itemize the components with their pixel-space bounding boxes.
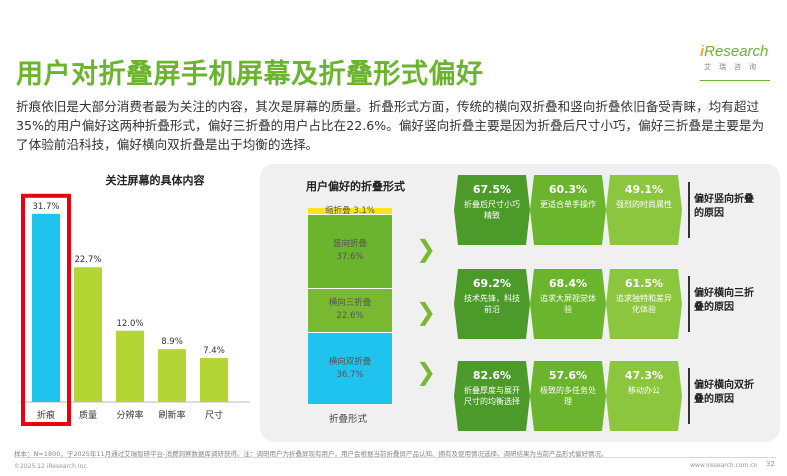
- reason-row-background: [454, 361, 682, 431]
- bar-category-label: 分辨率: [116, 409, 143, 421]
- bar-value-label: 22.7%: [74, 255, 101, 265]
- bar-value-label: 8.9%: [161, 337, 183, 347]
- logo-divider: [700, 80, 770, 81]
- reason-percent: 60.3%: [548, 183, 588, 196]
- page-title: 用户对折叠屏手机屏幕及折叠形式偏好: [16, 59, 484, 90]
- bar-value-label: 31.7%: [32, 202, 59, 212]
- stack-segment-label: 缩折叠 3.1%: [325, 205, 375, 216]
- reason-percent: 47.3%: [624, 369, 664, 382]
- stack-segment-label: 横向双折叠 36.7%: [328, 356, 372, 380]
- reason-text: 移动办公: [628, 386, 660, 395]
- reason-row-background: [454, 175, 682, 245]
- stack-chart-title: 用户偏好的折叠形式: [306, 180, 405, 193]
- stack-segment-label: 竖向折叠 37.6%: [332, 239, 367, 263]
- copyright: ©2025.12 iResearch Inc.: [14, 463, 89, 470]
- chevron-right-icon: ❯: [416, 358, 437, 386]
- reason-card: 57.6% 极致的多任务处理: [538, 369, 598, 407]
- reason-card-shape: [606, 361, 682, 431]
- reason-row-label: 偏好横向双折叠的原因: [694, 380, 754, 405]
- bar-折痕: [32, 213, 60, 402]
- reason-divider: [688, 276, 690, 332]
- reason-text: 追求独特和差异化体验: [616, 294, 672, 314]
- bar-刷新率: [158, 349, 186, 402]
- reason-text: 折叠后尺寸小巧精致: [464, 200, 520, 220]
- bar-chart: 31.7% 折痕 22.7% 质量 12.0% 分辨率 8.9% 刷新率 7.4% 尺寸: [20, 193, 250, 426]
- intro-paragraph: 折痕依旧是大部分消费者最为关注的内容，其次是屏幕的质量。折叠形式方面，传统的横向…: [16, 99, 765, 152]
- chevron-right-icon: ❯: [416, 235, 437, 263]
- reason-row: 69.2% 技术先锋，科技前沿 68.4% 追求大屏视觉体验 61.5% 追求独特和差异化…: [452, 269, 682, 339]
- logo-i: i: [700, 43, 705, 60]
- chevron-right-icon: ❯: [416, 298, 437, 326]
- reason-text: 更适合单手操作: [540, 200, 596, 209]
- page-number: 32: [766, 460, 775, 468]
- website-link[interactable]: www.iresearch.com.cn: [690, 462, 758, 469]
- reason-divider: [688, 368, 690, 424]
- reason-card-shape: [530, 269, 606, 339]
- stack-segment: 缩折叠 3.1%: [308, 206, 392, 216]
- reason-card: 67.5% 折叠后尺寸小巧精致: [462, 183, 522, 221]
- reason-card-shape: [530, 175, 606, 245]
- reason-percent: 57.6%: [548, 369, 588, 382]
- bar-value-label: 7.4%: [203, 346, 225, 356]
- reason-text: 追求大屏视觉体验: [540, 294, 596, 314]
- bar-category-label: 质量: [79, 409, 97, 421]
- reason-percent: 69.2%: [472, 277, 512, 290]
- reason-text: 强烈的时尚属性: [616, 200, 672, 209]
- reason-text: 折叠厚度与展开尺寸的均衡选择: [464, 386, 520, 406]
- reason-card: 82.6% 折叠厚度与展开尺寸的均衡选择: [462, 369, 522, 407]
- stack-segment: 横向双折叠 36.7%: [308, 332, 392, 404]
- reason-card: 61.5% 追求独特和差异化体验: [614, 277, 674, 315]
- reason-text: 极致的多任务处理: [540, 386, 596, 406]
- reason-text: 技术先锋，科技前沿: [464, 294, 520, 314]
- reason-card-shape: [454, 175, 530, 245]
- footnote: 样本：N=1800，于2025年11月通过艾瑞智研平台-消费洞察数据库调研获得。…: [14, 450, 608, 458]
- reason-card: 60.3% 更适合单手操作: [538, 183, 598, 210]
- reason-card: 68.4% 追求大屏视觉体验: [538, 277, 598, 315]
- reason-percent: 68.4%: [548, 277, 588, 290]
- iresearch-logo: iResearch 艾瑞咨询: [700, 44, 772, 72]
- logo-text: Research: [704, 43, 769, 60]
- reason-card: 47.3% 移动办公: [614, 369, 674, 396]
- bar-分辨率: [116, 330, 144, 402]
- bar-value-label: 12.0%: [116, 319, 143, 329]
- bar-质量: [74, 267, 102, 402]
- reason-row-label: 偏好竖向折叠的原因: [694, 194, 754, 219]
- reason-card: 69.2% 技术先锋，科技前沿: [462, 277, 522, 315]
- bar-chart-title: 关注屏幕的具体内容: [105, 174, 205, 187]
- reason-percent: 82.6%: [472, 369, 512, 382]
- highlight-box: [21, 193, 71, 426]
- reason-percent: 61.5%: [624, 277, 664, 290]
- footer-divider: [14, 457, 776, 458]
- reason-card-shape: [454, 269, 530, 339]
- reason-percent: 49.1%: [624, 183, 664, 196]
- reason-row-label: 偏好横向三折叠的原因: [694, 288, 754, 313]
- stack-segment-label: 横向三折叠 22.6%: [328, 298, 372, 322]
- stack-segment: 横向三折叠 22.6%: [308, 287, 392, 333]
- reason-card: 49.1% 强烈的时尚属性: [614, 183, 674, 210]
- reason-card-shape: [530, 361, 606, 431]
- reason-card-shape: [606, 269, 682, 339]
- reason-divider: [688, 182, 690, 238]
- reason-percent: 67.5%: [472, 183, 512, 196]
- reason-card-shape: [606, 175, 682, 245]
- stack-segment: 竖向折叠 37.6%: [308, 214, 392, 288]
- logo-subtitle: 艾瑞咨询: [704, 63, 764, 71]
- bar-尺寸: [200, 358, 228, 402]
- bar-category-label: 刷新率: [158, 409, 185, 421]
- reason-row-background: [454, 269, 682, 339]
- bar-category-label: 折痕: [37, 409, 55, 421]
- bar-category-label: 尺寸: [205, 409, 223, 421]
- reason-row: 67.5% 折叠后尺寸小巧精致 60.3% 更适合单手操作 49.1% 强烈的时尚属性: [452, 175, 682, 245]
- reason-card-shape: [454, 361, 530, 431]
- stack-x-label: 折叠形式: [328, 414, 367, 425]
- reason-row: 82.6% 折叠厚度与展开尺寸的均衡选择 57.6% 极致的多任务处理 47.3% 移动办…: [452, 361, 682, 431]
